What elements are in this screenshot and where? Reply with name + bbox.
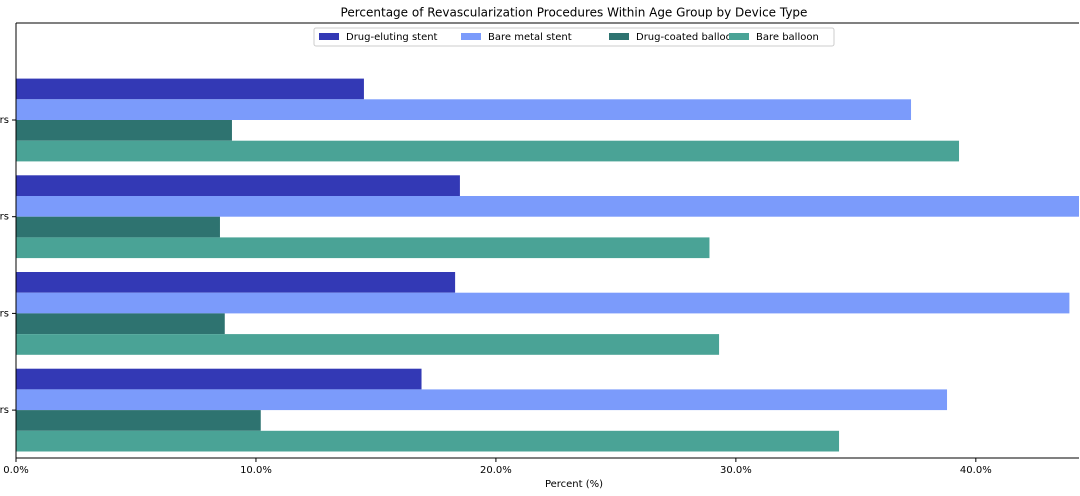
y-tick-label: rs	[0, 115, 9, 126]
y-tick-label: rs	[0, 212, 9, 223]
legend-box	[313, 27, 835, 47]
bar	[16, 140, 960, 162]
x-axis-label: Percent (%)	[545, 479, 603, 490]
legend-label: Drug-eluting stent	[346, 32, 438, 43]
bar	[16, 292, 1070, 314]
legend-swatch	[729, 33, 749, 40]
x-tick-label: 10.0%	[240, 465, 272, 476]
y-tick-label: rs	[0, 308, 9, 319]
x-tick-label: 30.0%	[720, 465, 752, 476]
legend-swatch	[461, 33, 481, 40]
x-tick-label: 20.0%	[480, 465, 512, 476]
legend-swatch	[609, 33, 629, 40]
bar	[16, 99, 912, 120]
bar	[16, 120, 232, 141]
bar	[16, 410, 261, 431]
bar	[16, 196, 1079, 217]
legend: Drug-eluting stent Bare metal stent Drug-c…	[313, 27, 835, 47]
bar	[16, 430, 840, 452]
bar	[16, 334, 720, 355]
chart-title: Percentage of Revascularization Procedur…	[341, 6, 808, 20]
x-tick-label: 40.0%	[960, 465, 992, 476]
legend-label: Bare balloon	[756, 32, 819, 43]
bar	[16, 216, 220, 238]
x-tick-label: 0.0%	[3, 465, 28, 476]
bar	[16, 78, 364, 100]
bar	[16, 272, 456, 293]
bar	[16, 368, 422, 390]
legend-label: Bare metal stent	[488, 32, 572, 43]
legend-swatch	[319, 33, 339, 40]
bar	[16, 389, 948, 411]
legend-label: Drug-coated balloon	[636, 32, 738, 43]
bar	[16, 237, 710, 259]
y-tick-label: rs	[0, 405, 9, 416]
bar	[16, 313, 225, 335]
bar	[16, 175, 460, 196]
